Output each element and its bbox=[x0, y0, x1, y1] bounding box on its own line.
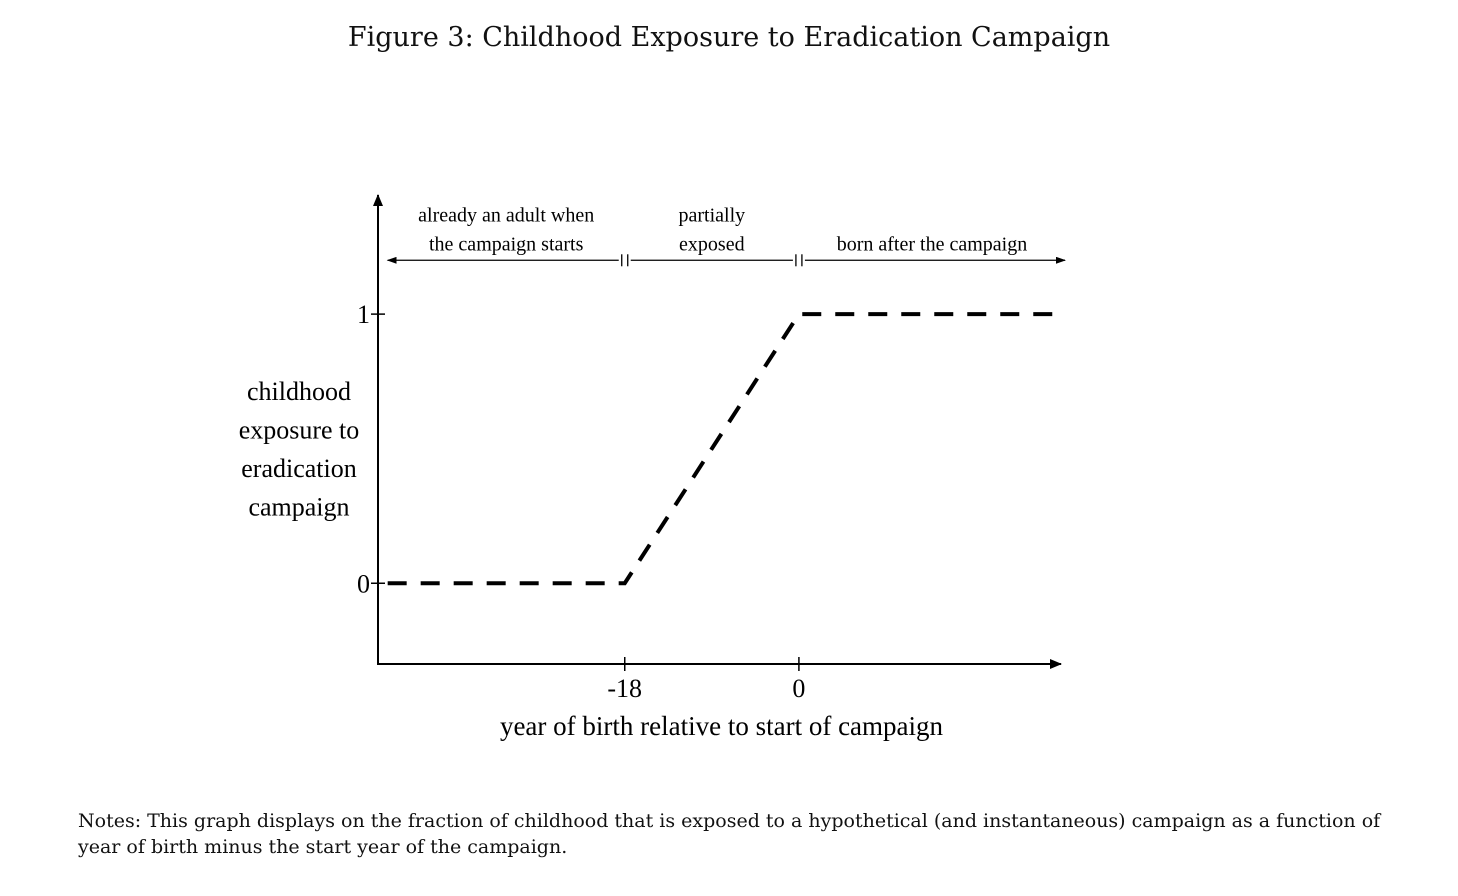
region-annotations: already an adult when the campaign starts… bbox=[386, 204, 1066, 267]
x-axis-label: year of birth relative to start of campa… bbox=[500, 711, 944, 741]
y-axis-label-line: exposure to bbox=[239, 415, 360, 444]
region-label: exposed bbox=[679, 233, 745, 255]
region-label: born after the campaign bbox=[837, 233, 1027, 255]
y-axis-label-line: childhood bbox=[247, 377, 351, 406]
y-tick-label: 1 bbox=[357, 300, 370, 329]
ticks: -18 0 0 1 bbox=[357, 300, 805, 703]
axes bbox=[373, 194, 1062, 669]
region-label: the campaign starts bbox=[429, 233, 584, 255]
y-axis-label: childhood exposure to eradication campaign bbox=[239, 377, 360, 522]
region-label: already an adult when bbox=[418, 204, 594, 226]
series-group bbox=[387, 312, 1065, 586]
y-axis-label-line: eradication bbox=[241, 454, 357, 483]
figure-title: Figure 3: Childhood Exposure to Eradicat… bbox=[347, 22, 1111, 53]
figure-notes: Notes: This graph displays on the fracti… bbox=[78, 810, 1381, 858]
y-tick-label: 0 bbox=[357, 569, 370, 598]
y-axis-label-line: campaign bbox=[248, 492, 349, 521]
region-label: partially bbox=[679, 204, 746, 226]
x-tick-label: -18 bbox=[607, 674, 642, 703]
x-tick-label: 0 bbox=[792, 674, 805, 703]
series-line bbox=[387, 312, 1065, 586]
